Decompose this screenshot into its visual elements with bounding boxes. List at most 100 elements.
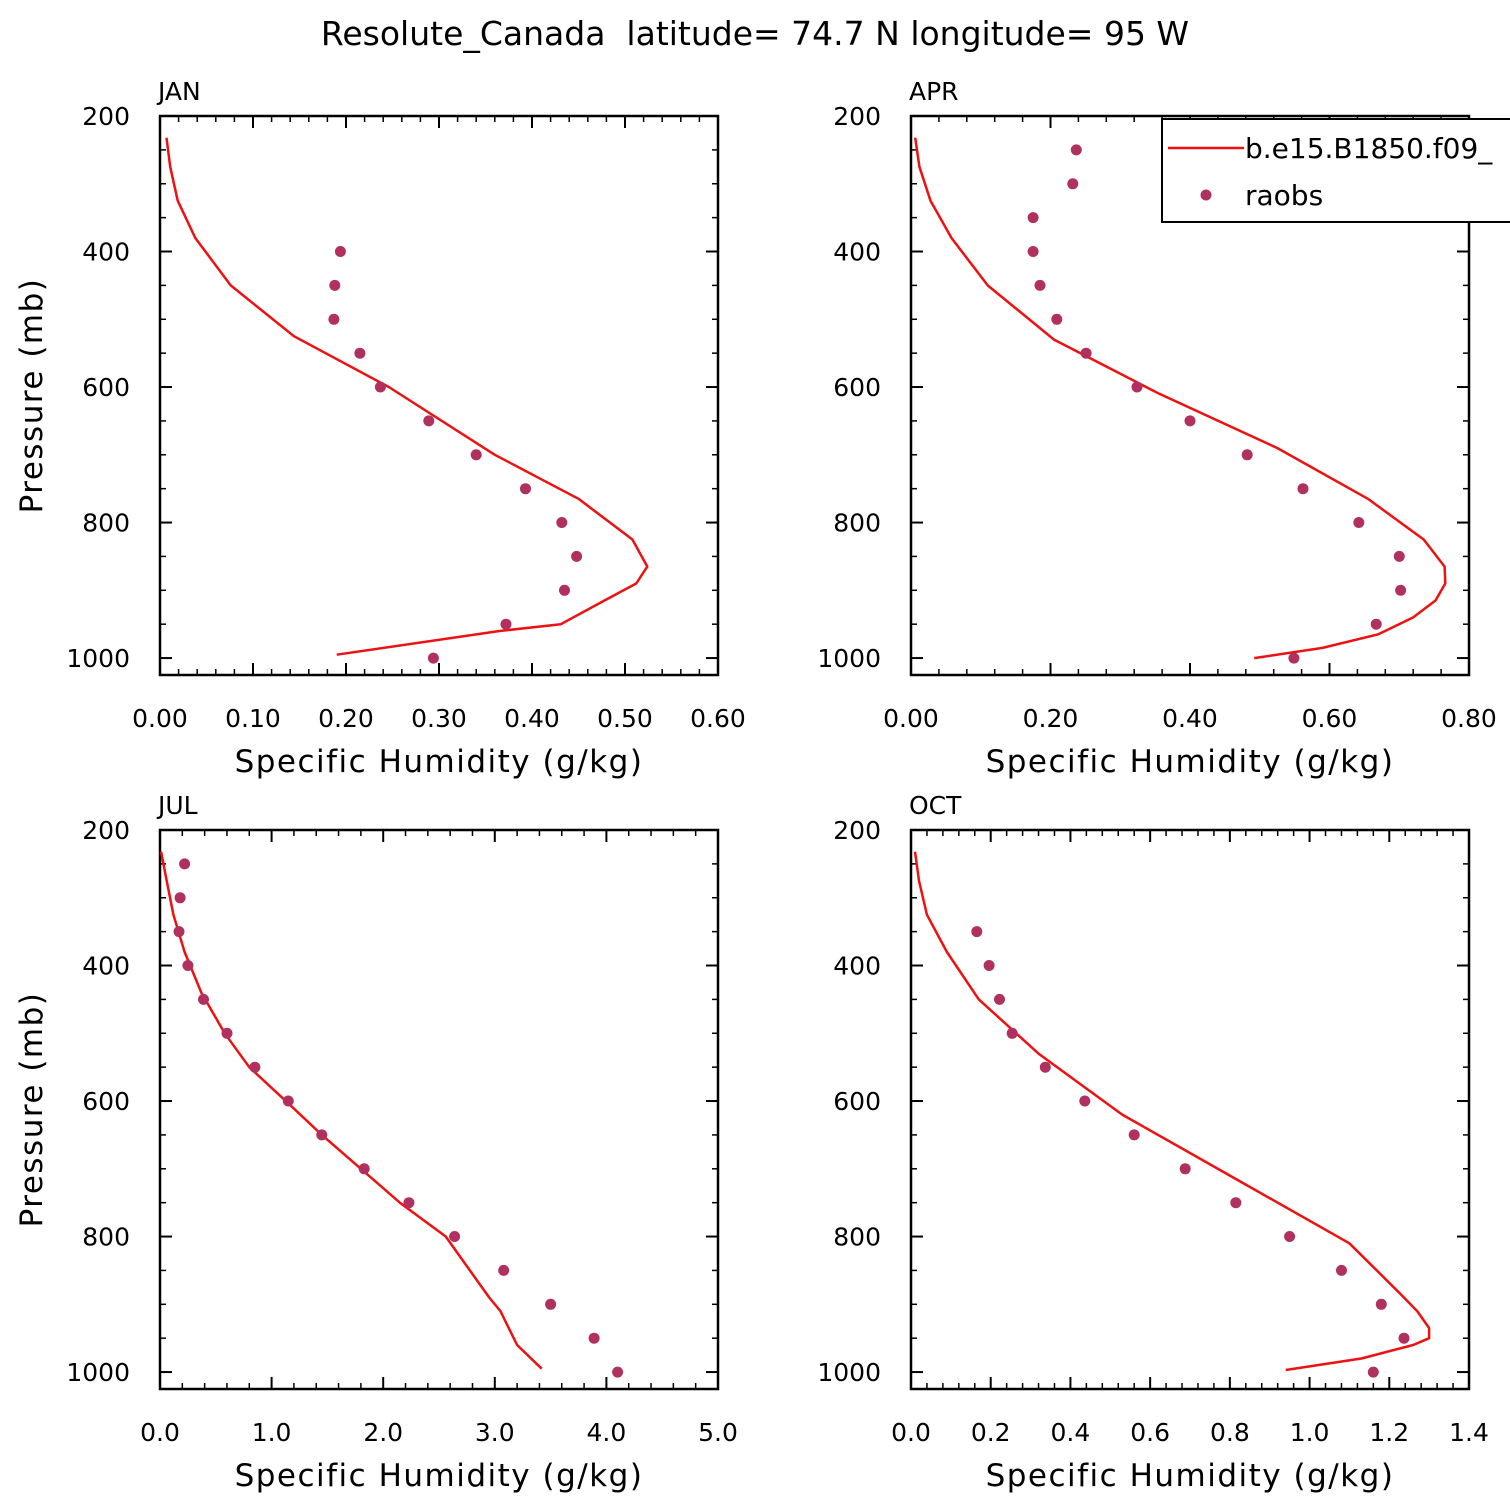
x-tick-label: 0.20	[1023, 704, 1079, 733]
x-tick-label: 0.00	[132, 704, 188, 733]
legend-dot-swatch	[1200, 189, 1212, 201]
y-tick-label: 200	[82, 816, 130, 845]
x-axis-label: Specific Humidity (g/kg)	[235, 1458, 644, 1494]
obs-point	[1070, 144, 1082, 156]
obs-point	[427, 652, 439, 664]
model-series-line	[165, 137, 649, 656]
obs-point	[1067, 178, 1079, 190]
legend-entry-model: b.e15.B1850.f09_	[1245, 132, 1493, 165]
y-tick-label: 1000	[817, 1358, 881, 1387]
obs-point	[1288, 652, 1300, 664]
panel-jul: 0.0 1.0 2.0 3.0 4.0 5.0 200 400 600 800 1000 JUL Spe…	[14, 791, 738, 1494]
x-tick-label: 0.8	[1210, 1418, 1250, 1447]
obs-point	[1395, 584, 1407, 596]
obs-point	[358, 1163, 370, 1175]
obs-point	[1079, 1095, 1091, 1107]
obs-point	[179, 858, 191, 870]
obs-point	[1184, 415, 1196, 427]
x-tick-label: 0.40	[1162, 704, 1218, 733]
obs-point	[470, 449, 482, 461]
panel-label: JUL	[156, 791, 198, 820]
y-tick-label: 400	[82, 952, 130, 981]
x-tick-label: 0.6	[1130, 1418, 1170, 1447]
y-tick-label: 600	[82, 1087, 130, 1116]
obs-point	[334, 246, 346, 257]
obs-point	[449, 1231, 461, 1242]
obs-point	[249, 1061, 261, 1073]
x-tick-label: 5.0	[698, 1418, 738, 1447]
x-tick-label: 0.00	[883, 704, 939, 733]
obs-point	[316, 1129, 328, 1141]
y-tick-label: 200	[82, 102, 130, 131]
y-tick-label: 800	[82, 1223, 130, 1252]
y-tick-label: 200	[833, 102, 881, 131]
y-tick-label: 800	[833, 509, 881, 538]
obs-point	[571, 550, 583, 562]
y-tick-label: 800	[833, 1223, 881, 1252]
obs-point	[282, 1095, 294, 1107]
x-tick-label: 0.10	[225, 704, 281, 733]
axes-frame	[909, 828, 1471, 1391]
obs-point	[994, 993, 1005, 1005]
x-tick-label: 1.0	[252, 1418, 292, 1447]
x-tick-label: 0.20	[318, 704, 374, 733]
x-tick-label: 0.2	[971, 1418, 1011, 1447]
y-tick-label: 600	[833, 1087, 881, 1116]
x-tick-label: 4.0	[587, 1418, 627, 1447]
y-tick-label: 200	[833, 816, 881, 845]
model-series-line	[913, 851, 1431, 1372]
obs-point	[1006, 1027, 1018, 1039]
obs-point	[1179, 1163, 1191, 1175]
panel-jan: 0.00 0.10 0.20 0.30 0.40 0.50 0.60 200 400 600 800…	[14, 77, 746, 780]
obs-point	[1131, 381, 1143, 393]
panel-label: APR	[909, 77, 959, 106]
x-tick-label: 0.0	[891, 1418, 931, 1447]
x-tick-label: 1.0	[1290, 1418, 1330, 1447]
obs-point	[1027, 212, 1039, 224]
x-tick-label: 0.60	[690, 704, 746, 733]
x-tick-label: 0.4	[1051, 1418, 1091, 1447]
y-tick-label: 1000	[817, 644, 881, 673]
obs-point	[1039, 1061, 1051, 1073]
obs-point	[983, 960, 995, 971]
obs-point	[374, 381, 386, 393]
x-tick-label: 1.2	[1369, 1418, 1409, 1447]
obs-point	[354, 347, 366, 359]
x-tick-label: 3.0	[475, 1418, 515, 1447]
obs-point	[498, 1264, 510, 1276]
x-tick-label: 1.4	[1449, 1418, 1489, 1447]
obs-point	[174, 892, 186, 904]
panels: 0.00 0.10 0.20 0.30 0.40 0.50 0.60 200 400 600 800…	[14, 77, 1510, 1494]
x-axis-label: Specific Humidity (g/kg)	[986, 1458, 1395, 1494]
x-tick-label: 0.60	[1302, 704, 1358, 733]
legend: b.e15.B1850.f09_raobs	[1161, 118, 1510, 223]
obs-point	[588, 1332, 600, 1344]
legend-box	[1161, 118, 1510, 223]
obs-point	[182, 960, 194, 971]
x-axis-label: Specific Humidity (g/kg)	[235, 744, 644, 780]
obs-point	[1398, 1332, 1410, 1344]
panel-label: JAN	[156, 77, 201, 106]
obs-point	[1284, 1231, 1296, 1242]
axes-frame	[158, 828, 720, 1391]
y-tick-label: 1000	[66, 644, 130, 673]
obs-point	[1370, 618, 1382, 630]
obs-point	[1027, 246, 1039, 257]
obs-point	[612, 1366, 624, 1378]
y-tick-label: 400	[833, 952, 881, 981]
model-series-line	[913, 137, 1447, 660]
y-tick-label: 400	[82, 238, 130, 267]
x-tick-label: 2.0	[363, 1418, 403, 1447]
obs-point	[971, 926, 983, 938]
obs-point	[1336, 1264, 1347, 1276]
x-tick-label: 0.50	[597, 704, 653, 733]
obs-point	[423, 415, 435, 427]
y-tick-label: 600	[833, 373, 881, 402]
model-series-line	[159, 851, 543, 1370]
obs-point	[1393, 550, 1405, 562]
figure-title: Resolute_Canada latitude= 74.7 N longitu…	[321, 14, 1189, 53]
x-tick-label: 0.30	[411, 704, 467, 733]
obs-point	[1353, 517, 1365, 528]
obs-point	[173, 926, 185, 938]
